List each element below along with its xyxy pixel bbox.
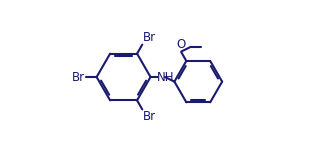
Text: O: O <box>177 38 186 51</box>
Text: Br: Br <box>143 31 156 44</box>
Text: Br: Br <box>143 110 156 123</box>
Text: NH: NH <box>157 71 175 83</box>
Text: Br: Br <box>72 71 86 83</box>
